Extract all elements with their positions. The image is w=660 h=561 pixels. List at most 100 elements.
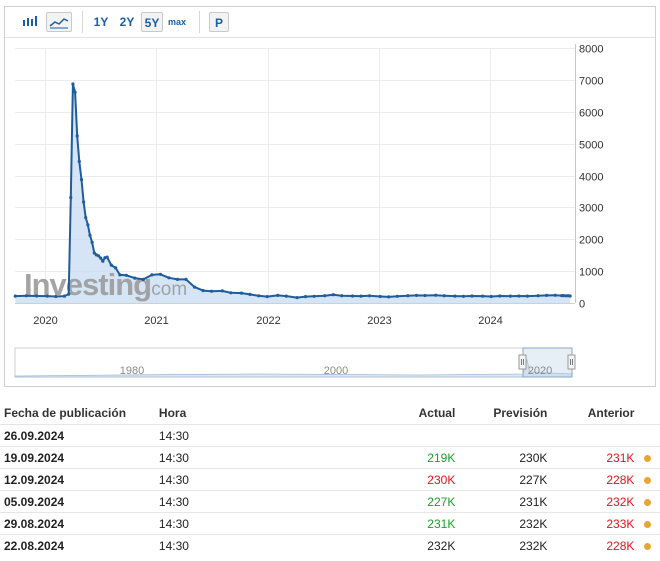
cell-prevision	[455, 424, 548, 447]
data-point	[359, 294, 363, 298]
cell-hora: 14:30	[155, 512, 254, 535]
cell-date: 26.09.2024	[0, 424, 156, 447]
data-point	[79, 178, 84, 182]
data-point	[71, 82, 75, 86]
data-point	[489, 294, 493, 299]
print-button[interactable]: P	[209, 12, 229, 32]
data-point	[239, 291, 244, 295]
header-dot	[634, 402, 660, 425]
y-tick-label: 3000	[579, 203, 603, 215]
data-point	[109, 263, 113, 267]
navigator-series	[14, 358, 573, 378]
data-point	[276, 293, 280, 297]
cell-dot	[634, 490, 660, 513]
data-point	[184, 277, 188, 281]
area-chart-icon	[49, 18, 69, 29]
data-point	[387, 295, 391, 299]
toolbar-divider	[199, 11, 200, 33]
data-point	[73, 90, 77, 94]
data-point	[90, 240, 94, 244]
data-point	[442, 294, 446, 298]
data-point	[284, 294, 288, 298]
data-point	[124, 273, 128, 277]
y-tick-label: 0	[579, 299, 585, 311]
axis-layer: 8000 7000 6000 5000 4000 3000 2000 1000 0 2020 202…	[33, 44, 603, 328]
importance-dot-icon	[643, 476, 651, 484]
data-point	[545, 293, 549, 297]
cell-actual: 230K	[253, 468, 456, 491]
cell-hora: 14:30	[155, 446, 254, 469]
importance-dot-icon	[643, 520, 651, 528]
data-point	[395, 294, 399, 298]
data-point	[150, 273, 154, 277]
data-point	[84, 216, 88, 220]
toolbar-divider	[82, 11, 83, 33]
data-point	[461, 294, 465, 298]
range-max-button[interactable]: max	[167, 17, 186, 27]
data-point	[257, 294, 261, 298]
x-tick-label: 2023	[367, 315, 391, 327]
table-row: 12.09.2024 14:30 230K 227K 228K	[0, 468, 660, 491]
table-header-row: Fecha de publicación Hora Actual Previsi…	[0, 402, 660, 425]
data-point	[114, 266, 118, 270]
data-point	[99, 256, 103, 260]
data-point	[295, 296, 299, 300]
header-prevision[interactable]: Previsión	[493, 406, 548, 420]
navigator[interactable]: 1980 2000 2020	[14, 347, 576, 378]
data-point	[312, 294, 316, 298]
data-point	[525, 294, 530, 298]
data-point	[67, 292, 71, 296]
data-point	[498, 294, 502, 298]
header-anterior[interactable]: Anterior	[587, 406, 635, 420]
cell-prevision: 232K	[455, 534, 548, 556]
data-point	[175, 277, 180, 281]
cell-actual: 219K	[253, 446, 456, 469]
area-chart-button[interactable]	[46, 12, 72, 32]
navigator-handle-left[interactable]	[518, 354, 527, 370]
data-point	[105, 255, 109, 259]
chart-svg: Investing .com 8000 7000 6000 5000 4000 3000 2…	[13, 44, 603, 378]
cell-dot	[634, 424, 660, 447]
data-point	[96, 254, 101, 258]
bar-chart-icon	[23, 16, 37, 26]
data-point	[568, 294, 572, 298]
cell-anterior	[547, 424, 635, 447]
data-point	[453, 294, 457, 298]
cell-dot	[634, 512, 660, 535]
range-2y-button[interactable]: 2Y	[119, 15, 135, 29]
header-hora[interactable]: Hora	[158, 406, 187, 420]
navigator-label-2020: 2020	[528, 365, 552, 377]
data-point	[367, 294, 372, 298]
cell-anterior: 228K	[547, 468, 635, 491]
data-point	[481, 294, 485, 298]
range-1y-button[interactable]: 1Y	[93, 15, 109, 29]
cell-prevision: 230K	[455, 446, 548, 469]
cell-actual	[253, 424, 456, 447]
chart-toolbar: 1Y 2Y 5Y max P	[5, 7, 655, 37]
cell-actual: 232K	[253, 534, 456, 556]
cell-anterior: 228K	[547, 534, 635, 556]
cell-hora: 14:30	[155, 534, 254, 556]
y-tick-label: 8000	[579, 44, 603, 56]
data-point	[201, 289, 205, 293]
table-row: 19.09.2024 14:30 219K 230K 231K	[0, 446, 660, 469]
cell-anterior: 233K	[547, 512, 635, 535]
data-point	[54, 294, 58, 299]
investing-watermark: Investing .com	[24, 267, 187, 302]
navigator-handle-right[interactable]	[567, 354, 576, 370]
data-point	[536, 294, 540, 298]
cell-dot	[634, 468, 660, 491]
importance-dot-icon	[643, 498, 651, 506]
bar-chart-button[interactable]	[19, 12, 41, 32]
range-5y-button[interactable]: 5Y	[141, 12, 163, 32]
header-actual[interactable]: Actual	[418, 406, 456, 420]
data-point	[303, 295, 308, 299]
x-tick-label: 2024	[478, 315, 502, 327]
navigator-frame	[14, 347, 573, 378]
cell-dot	[634, 534, 660, 556]
y-tick-label: 6000	[579, 108, 603, 120]
header-fecha[interactable]: Fecha de publicación	[4, 406, 127, 420]
data-point	[470, 294, 474, 298]
x-tick-label: 2022	[256, 315, 280, 327]
data-point	[45, 294, 49, 298]
